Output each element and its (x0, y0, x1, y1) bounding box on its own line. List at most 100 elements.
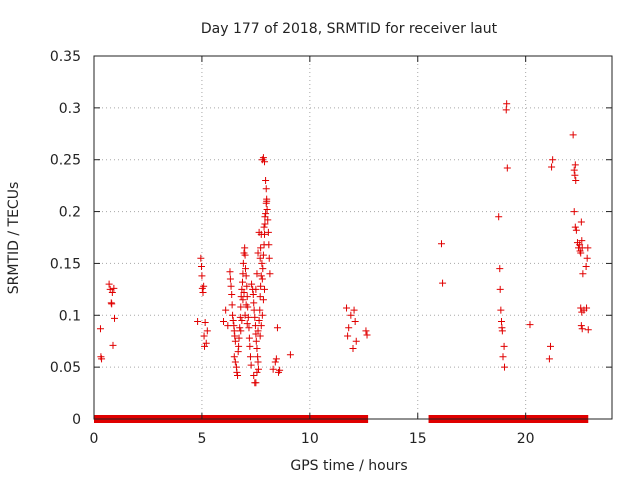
data-point (108, 288, 116, 296)
data-point (203, 327, 211, 335)
data-point (497, 306, 505, 314)
data-point (252, 285, 260, 293)
data-point (220, 318, 227, 326)
data-point (272, 355, 280, 363)
data-point (236, 313, 244, 321)
data-points (96, 100, 592, 387)
data-point (261, 230, 269, 238)
data-point (276, 366, 284, 374)
y-axis-label: SRMTID / TECUs (6, 182, 22, 295)
data-point (197, 263, 205, 271)
data-point (265, 241, 273, 249)
data-point (200, 332, 208, 340)
x-tick-label: 15 (409, 431, 427, 447)
data-point (502, 106, 510, 114)
data-point (233, 368, 241, 376)
data-point (243, 320, 251, 328)
data-point (259, 296, 267, 304)
data-point (237, 303, 245, 311)
data-point (254, 358, 262, 366)
data-point (231, 332, 239, 340)
data-point (246, 353, 254, 361)
data-point (105, 280, 113, 288)
data-point (228, 301, 236, 309)
data-point (257, 272, 265, 280)
data-point (572, 226, 580, 234)
data-point (269, 365, 277, 373)
plot-frame (93, 55, 613, 420)
data-point (254, 249, 262, 257)
data-point (345, 324, 353, 332)
data-point (499, 353, 507, 361)
data-point (262, 176, 270, 184)
data-point (251, 313, 259, 321)
data-point (258, 259, 266, 267)
data-point (241, 244, 249, 252)
data-point (572, 176, 580, 184)
data-point (351, 318, 359, 326)
data-point (500, 342, 508, 350)
x-tick-label: 5 (197, 431, 206, 447)
data-point (254, 327, 262, 335)
data-point (235, 342, 243, 350)
data-point (257, 282, 265, 290)
data-point (498, 327, 506, 335)
data-point (258, 311, 266, 319)
data-point (256, 293, 264, 301)
data-point (260, 223, 268, 231)
data-point (226, 268, 234, 276)
y-tick-label: 0.1 (59, 308, 81, 324)
data-point (273, 324, 281, 332)
data-point (255, 228, 263, 236)
data-point (503, 164, 511, 172)
data-point (250, 299, 258, 307)
data-point (227, 282, 235, 290)
y-ticks: 0 0.05 0.1 0.15 0.2 0.25 0.3 0.35 (50, 49, 612, 428)
data-point (259, 265, 267, 273)
x-tick-label: 0 (90, 431, 99, 447)
data-point (261, 285, 269, 293)
data-point (257, 244, 265, 252)
y-tick-label: 0.35 (50, 49, 81, 65)
data-point (343, 304, 351, 312)
data-point (497, 318, 505, 326)
data-point (286, 351, 294, 359)
data-point (242, 301, 250, 309)
data-point (261, 213, 269, 221)
data-point (352, 337, 360, 345)
data-point (242, 265, 250, 273)
data-point (549, 156, 557, 164)
data-point (253, 368, 261, 376)
data-point (245, 324, 253, 332)
data-point (263, 197, 271, 205)
data-point (263, 205, 271, 213)
x-tick-label: 10 (301, 431, 319, 447)
data-point (496, 265, 504, 273)
data-point (250, 371, 258, 379)
data-point (526, 321, 534, 329)
data-point (110, 284, 118, 292)
data-point (571, 171, 579, 179)
data-point (349, 344, 357, 352)
data-point (253, 344, 261, 352)
data-point (546, 342, 554, 350)
data-point (240, 288, 248, 296)
data-point (580, 306, 588, 314)
data-point (228, 291, 236, 299)
data-point (577, 218, 585, 226)
data-point (261, 220, 269, 228)
data-point (246, 342, 254, 350)
data-point (256, 332, 264, 340)
data-point (583, 254, 591, 262)
data-point (501, 363, 509, 371)
data-point (241, 311, 249, 319)
data-point (259, 251, 267, 259)
y-tick-label: 0.15 (50, 256, 81, 272)
data-point (545, 355, 553, 363)
data-point (231, 358, 239, 366)
data-point (238, 316, 246, 324)
data-point (249, 291, 257, 299)
data-point (237, 293, 245, 301)
data-point (252, 337, 260, 345)
data-point (264, 228, 272, 236)
